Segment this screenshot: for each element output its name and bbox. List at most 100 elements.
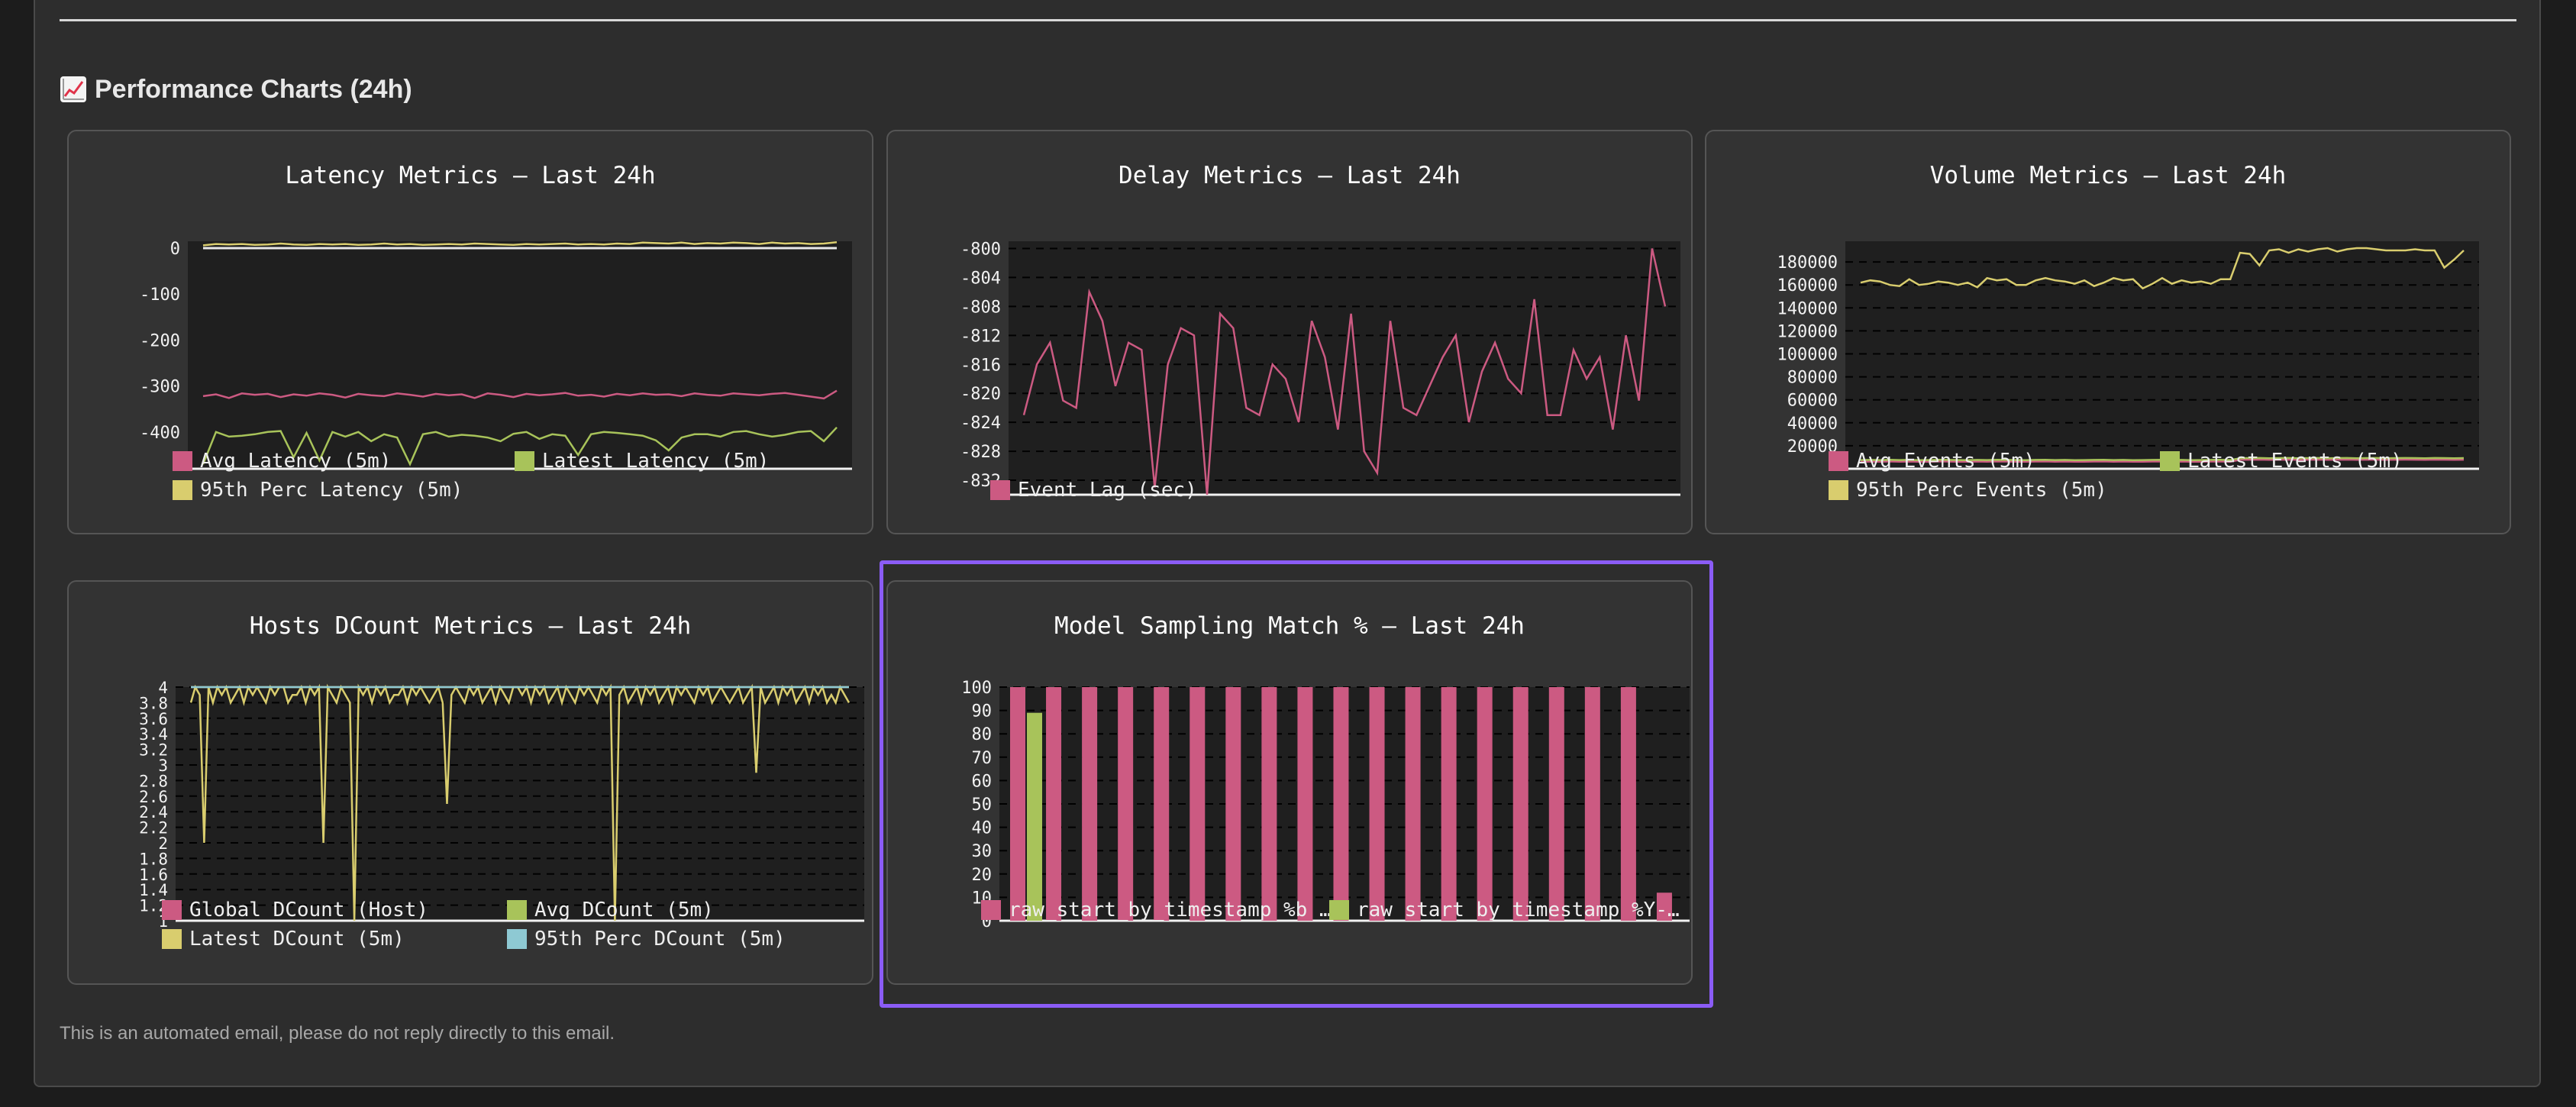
legend-label: Latest Events (5m) — [2187, 450, 2403, 473]
legend-swatch — [162, 929, 182, 949]
series-line — [202, 426, 838, 466]
y-tick-label: 2.8 — [139, 772, 168, 790]
legend-latest-dcount[interactable]: Latest DCount (5m) — [162, 925, 405, 953]
y-tick-label: 2 — [158, 834, 168, 853]
y-tick-label: 30 — [972, 842, 993, 861]
legend-swatch — [1329, 900, 1349, 920]
y-tick-label: 80 — [972, 725, 993, 744]
y-tick-label: 140000 — [1777, 299, 1838, 318]
y-tick-label: 3.4 — [139, 725, 168, 744]
y-tick-label: 60 — [972, 772, 993, 791]
y-tick-label: 40000 — [1787, 415, 1838, 434]
legend-label: 95th Perc DCount (5m) — [534, 928, 786, 950]
y-tick-label: 3.8 — [139, 694, 168, 712]
legend-label: Avg Latency (5m) — [200, 450, 392, 473]
bar — [1046, 687, 1062, 921]
legend-latest-latency[interactable]: Latest Latency (5m) — [515, 447, 769, 475]
legend-swatch — [981, 900, 1001, 920]
bar — [1333, 687, 1349, 921]
y-tick-label: 3 — [158, 757, 168, 775]
y-tick-label: -816 — [960, 356, 1001, 375]
legend-raw-start-y[interactable]: raw_start_by_timestamp %Y-… — [1329, 896, 1680, 924]
y-tick-label: 60000 — [1787, 392, 1838, 411]
bar — [1190, 687, 1206, 921]
bar — [1082, 687, 1098, 921]
y-tick-label: 160000 — [1777, 276, 1838, 295]
section-title: Performance Charts (24h) — [60, 70, 412, 108]
legend-raw-start-b[interactable]: raw_start_by_timestamp %b … — [981, 896, 1332, 924]
bar — [1512, 687, 1528, 921]
series-line — [202, 389, 838, 400]
bar — [1441, 687, 1457, 921]
y-tick-label: 50 — [972, 796, 993, 815]
y-tick-label: 100000 — [1777, 345, 1838, 364]
section-title-text: Performance Charts (24h) — [95, 74, 412, 104]
legend-avg-latency[interactable]: Avg Latency (5m) — [173, 447, 391, 475]
legend-swatch — [990, 480, 1010, 500]
legend-label: 95th Perc Latency (5m) — [200, 479, 463, 502]
legend-swatch — [1829, 451, 1848, 471]
hosts-dcount-chart: 43.83.63.43.232.82.62.42.221.81.61.41.21 — [139, 679, 864, 931]
bar — [1154, 687, 1170, 921]
y-tick-label: -824 — [960, 414, 1001, 433]
hosts-dcount-chart-card: Hosts DCount Metrics – Last 24h 4 3.8 3.6 3… — [67, 580, 873, 985]
y-tick-label: 100 — [961, 679, 992, 698]
model-sampling-chart-card: Model Sampling Match % – Last 24h 100 90 8… — [886, 580, 1693, 985]
legend-95th-dcount[interactable]: 95th Perc DCount (5m) — [507, 925, 786, 953]
legend-swatch — [507, 929, 527, 949]
legend-label: Event Lag (sec) — [1018, 479, 1197, 502]
legend-swatch — [2160, 451, 2180, 471]
legend-global-dcount[interactable]: Global DCount (Host) — [162, 896, 428, 924]
bar — [1010, 687, 1025, 921]
y-tick-label: 180000 — [1777, 253, 1838, 273]
plot-area — [1845, 241, 2479, 469]
chart-title: Delay Metrics – Last 24h — [1119, 162, 1461, 189]
y-tick-label: -804 — [960, 269, 1001, 288]
y-tick-label: 70 — [972, 749, 993, 768]
y-tick-label: 80000 — [1787, 369, 1838, 388]
legend-latest-events[interactable]: Latest Events (5m) — [2160, 447, 2403, 475]
legend-swatch — [173, 451, 192, 471]
delay-chart: -800-804-808-812-816-820-824-828-832 — [960, 240, 1680, 496]
chart-title: Hosts DCount Metrics – Last 24h — [249, 612, 692, 640]
y-tick-label: 1.6 — [139, 866, 168, 884]
footer-note: This is an automated email, please do no… — [60, 1023, 615, 1044]
legend-label: 95th Perc Events (5m) — [1856, 479, 2107, 502]
bar — [1261, 687, 1277, 921]
y-tick-label: -812 — [960, 327, 1001, 346]
legend-label: Latest DCount (5m) — [189, 928, 405, 950]
chart-title: Latency Metrics – Last 24h — [285, 162, 656, 189]
y-tick-label: -820 — [960, 385, 1001, 404]
chart-title: Volume Metrics – Last 24h — [1929, 162, 2287, 189]
bar — [1369, 687, 1385, 921]
bar — [1477, 687, 1493, 921]
legend-label: Avg DCount (5m) — [534, 899, 714, 921]
legend-95th-latency[interactable]: 95th Perc Latency (5m) — [173, 476, 463, 504]
top-divider — [60, 19, 2516, 21]
bar — [1656, 892, 1672, 921]
legend-95th-events[interactable]: 95th Perc Events (5m) — [1829, 476, 2107, 504]
legend-label: Avg Events (5m) — [1856, 450, 2035, 473]
delay-chart-card: Delay Metrics – Last 24h -800 -804 -808 -81… — [886, 130, 1693, 534]
legend-swatch — [173, 480, 192, 500]
y-tick-label: -400 — [140, 424, 180, 443]
legend-swatch — [515, 451, 534, 471]
y-tick-label: 0 — [170, 240, 180, 259]
bar — [1584, 687, 1600, 921]
chart-title: Model Sampling Match % – Last 24h — [1054, 612, 1525, 640]
legend-avg-dcount[interactable]: Avg DCount (5m) — [507, 896, 714, 924]
bar — [1620, 687, 1636, 921]
y-tick-label: -300 — [140, 378, 180, 397]
bar — [1548, 687, 1564, 921]
legend-label: raw_start_by_timestamp %Y-… — [1357, 899, 1680, 921]
y-tick-label: 1.8 — [139, 850, 168, 868]
y-tick-label: -100 — [140, 286, 180, 305]
latency-chart-card: Latency Metrics – Last 24h 0 -100 -200 -300… — [67, 130, 873, 534]
volume-chart-card: Volume Metrics – Last 24h 180000 160000 14… — [1705, 130, 2511, 534]
legend-avg-events[interactable]: Avg Events (5m) — [1829, 447, 2035, 475]
legend-label: Global DCount (Host) — [189, 899, 429, 921]
bar — [1405, 687, 1421, 921]
legend-event-lag[interactable]: Event Lag (sec) — [990, 476, 1197, 504]
y-tick-label: -200 — [140, 331, 180, 350]
y-tick-label: -828 — [960, 443, 1001, 462]
